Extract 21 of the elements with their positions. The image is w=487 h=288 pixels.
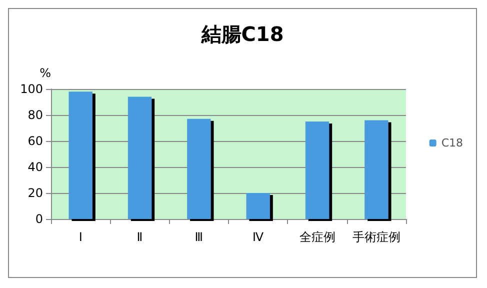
y-tick-label: 60 (28, 134, 43, 148)
chart-title: 結腸C18 (200, 22, 284, 46)
y-tick-label: 0 (35, 212, 43, 226)
x-tick-label: Ⅳ (252, 230, 264, 244)
y-axis-title: % (40, 66, 51, 80)
bar (187, 118, 211, 219)
bar (128, 96, 152, 219)
y-tick-label: 20 (28, 186, 43, 200)
x-tick-label: Ⅰ (78, 230, 82, 244)
x-tick-label: 全症例 (299, 230, 336, 244)
legend-label: C18 (441, 136, 464, 150)
y-tick-label: 80 (28, 108, 43, 122)
x-tick-label: Ⅱ (136, 230, 143, 244)
x-tick-label: Ⅲ (194, 230, 204, 244)
bar (364, 120, 388, 219)
bar (68, 92, 92, 219)
bar (305, 122, 330, 219)
x-tick-label: 手術症例 (352, 230, 400, 244)
y-tick-label: 100 (20, 82, 43, 96)
bar (246, 193, 270, 219)
y-tick-label: 40 (28, 160, 43, 174)
